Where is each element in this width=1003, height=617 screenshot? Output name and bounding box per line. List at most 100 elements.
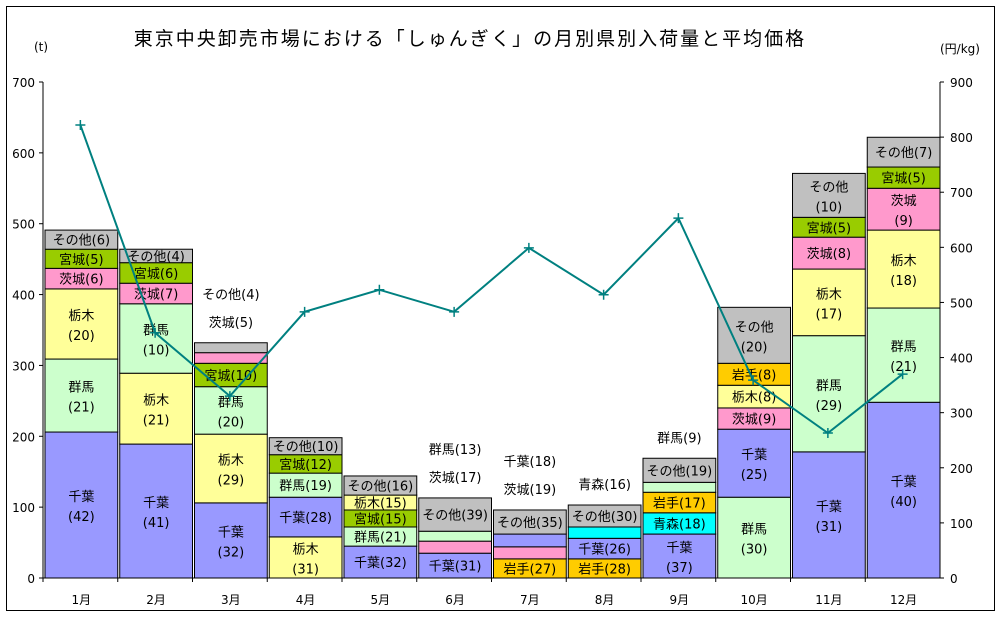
left-axis-unit: (t) [34,40,49,54]
x-tick-label: 10月 [740,593,767,607]
x-tick-label: 11月 [815,593,842,607]
bar-segment-茨城 [493,546,567,560]
y2-tick-label: 600 [950,241,973,255]
segment-label: 群馬(21) [354,531,407,546]
segment-label: 千葉 [666,541,692,556]
segment-value-label: (30) [741,543,768,558]
segment-value-label: (37) [666,561,693,576]
bar-segment-千葉 [194,502,268,579]
segment-value-label: (29) [816,399,843,414]
segment-label: 栃木 [143,394,169,409]
segment-value-label: (40) [890,495,917,510]
segment-label: 宮城(5) [807,220,851,236]
outside-segment-label: 群馬(13) [429,443,482,458]
segment-label: その他(39) [422,509,488,524]
segment-value-label: (20) [68,329,95,344]
bar-segment-その他 [268,437,343,456]
bar-segment-栃木 [44,288,119,360]
bar-segment-青森 [567,526,642,539]
segment-label: 群馬 [891,340,917,355]
segment-label: 茨城 [891,194,917,209]
segment-value-label: (9) [894,214,912,229]
y-tick-label: 400 [12,289,35,303]
segment-label: その他(35) [497,516,563,531]
bar-segment-千葉 [866,401,941,579]
price-point-marker [822,428,833,439]
outside-segment-label: 群馬(9) [657,431,701,446]
price-point-marker [224,391,235,402]
segment-value-label: (32) [218,545,245,560]
y2-tick-label: 800 [950,131,973,145]
bar-segment-千葉 [418,552,492,579]
segment-label: その他(16) [348,480,414,495]
x-tick-label: 7月 [520,593,540,607]
bar-segment-茨城 [418,540,492,554]
bar-segment-その他 [567,504,642,528]
outside-segment-label: 茨城(17) [429,471,482,486]
segment-label: 宮城(5) [59,252,103,268]
bar-segment-千葉 [268,496,343,538]
bar-segment-その他 [343,475,418,496]
segment-value-label: (31) [292,562,319,577]
segment-label: 栃木(15) [354,497,407,512]
x-tick-label: 9月 [670,593,690,607]
segment-value-label: (21) [68,401,95,416]
segment-value-label: (25) [741,468,768,483]
x-tick-label: 3月 [221,593,241,607]
bar-segment-その他 [418,497,492,532]
y-tick-label: 500 [12,218,35,232]
outside-segment-label: 青森(16) [578,478,631,493]
price-point-marker [449,306,460,317]
bar-segment-その他 [194,342,268,354]
segment-value-label: (20) [218,415,245,430]
bar-segment-その他 [717,306,791,364]
segment-label: 栃木 [218,454,244,469]
y-tick-label: 0 [27,572,35,586]
segment-label: 岩手(28) [578,562,631,577]
bar-segment-千葉 [792,451,866,579]
outside-segment-label: 茨城(5) [209,316,253,331]
segment-value-label: (42) [68,510,95,525]
price-point-marker [897,369,908,380]
y-tick-label: 100 [12,501,35,515]
bar-segment-群馬 [119,303,193,374]
bar-segment-茨城 [866,187,941,231]
segment-label: 千葉(32) [354,556,407,571]
segment-label: 千葉(28) [279,511,332,526]
y-tick-label: 600 [12,147,35,161]
segment-label: 千葉(31) [429,560,482,575]
x-tick-label: 8月 [595,593,615,607]
chart-title: 東京中央卸売市場における「しゅんぎく」の月別県別入荷量と平均価格 [133,28,807,50]
outside-segment-label: 茨城(19) [504,483,557,498]
segment-label: その他 [735,320,774,335]
segment-label: 群馬 [218,395,244,410]
segment-label: 青森(18) [653,517,706,532]
bar-segment-その他 [44,229,119,250]
x-tick-label: 2月 [146,593,166,607]
price-point-marker [673,213,684,224]
segment-label: 岩手(17) [653,497,706,512]
segment-label: 千葉 [218,525,244,540]
segment-label: 栃木 [68,309,94,324]
segment-value-label: (10) [816,200,843,215]
price-point-marker [748,375,759,386]
bar-segment-その他 [493,509,567,535]
y2-tick-label: 400 [950,352,973,366]
bar-segment-群馬 [268,472,343,498]
segment-label: 宮城(6) [134,266,178,282]
segment-value-label: (20) [741,340,768,355]
price-point-marker [150,327,161,338]
price-point-marker [523,242,534,253]
segment-value-label: (31) [816,520,843,535]
segment-label: 茨城(7) [134,288,178,303]
segment-label: 千葉(26) [578,543,631,558]
segment-label: 宮城(12) [279,457,332,473]
y-tick-label: 200 [12,430,35,444]
price-point-marker [75,119,86,130]
price-point-marker [598,289,609,300]
segment-label: その他(4) [127,250,184,265]
outside-segment-label: その他(4) [202,288,259,303]
segment-label: 茨城(6) [59,273,103,288]
